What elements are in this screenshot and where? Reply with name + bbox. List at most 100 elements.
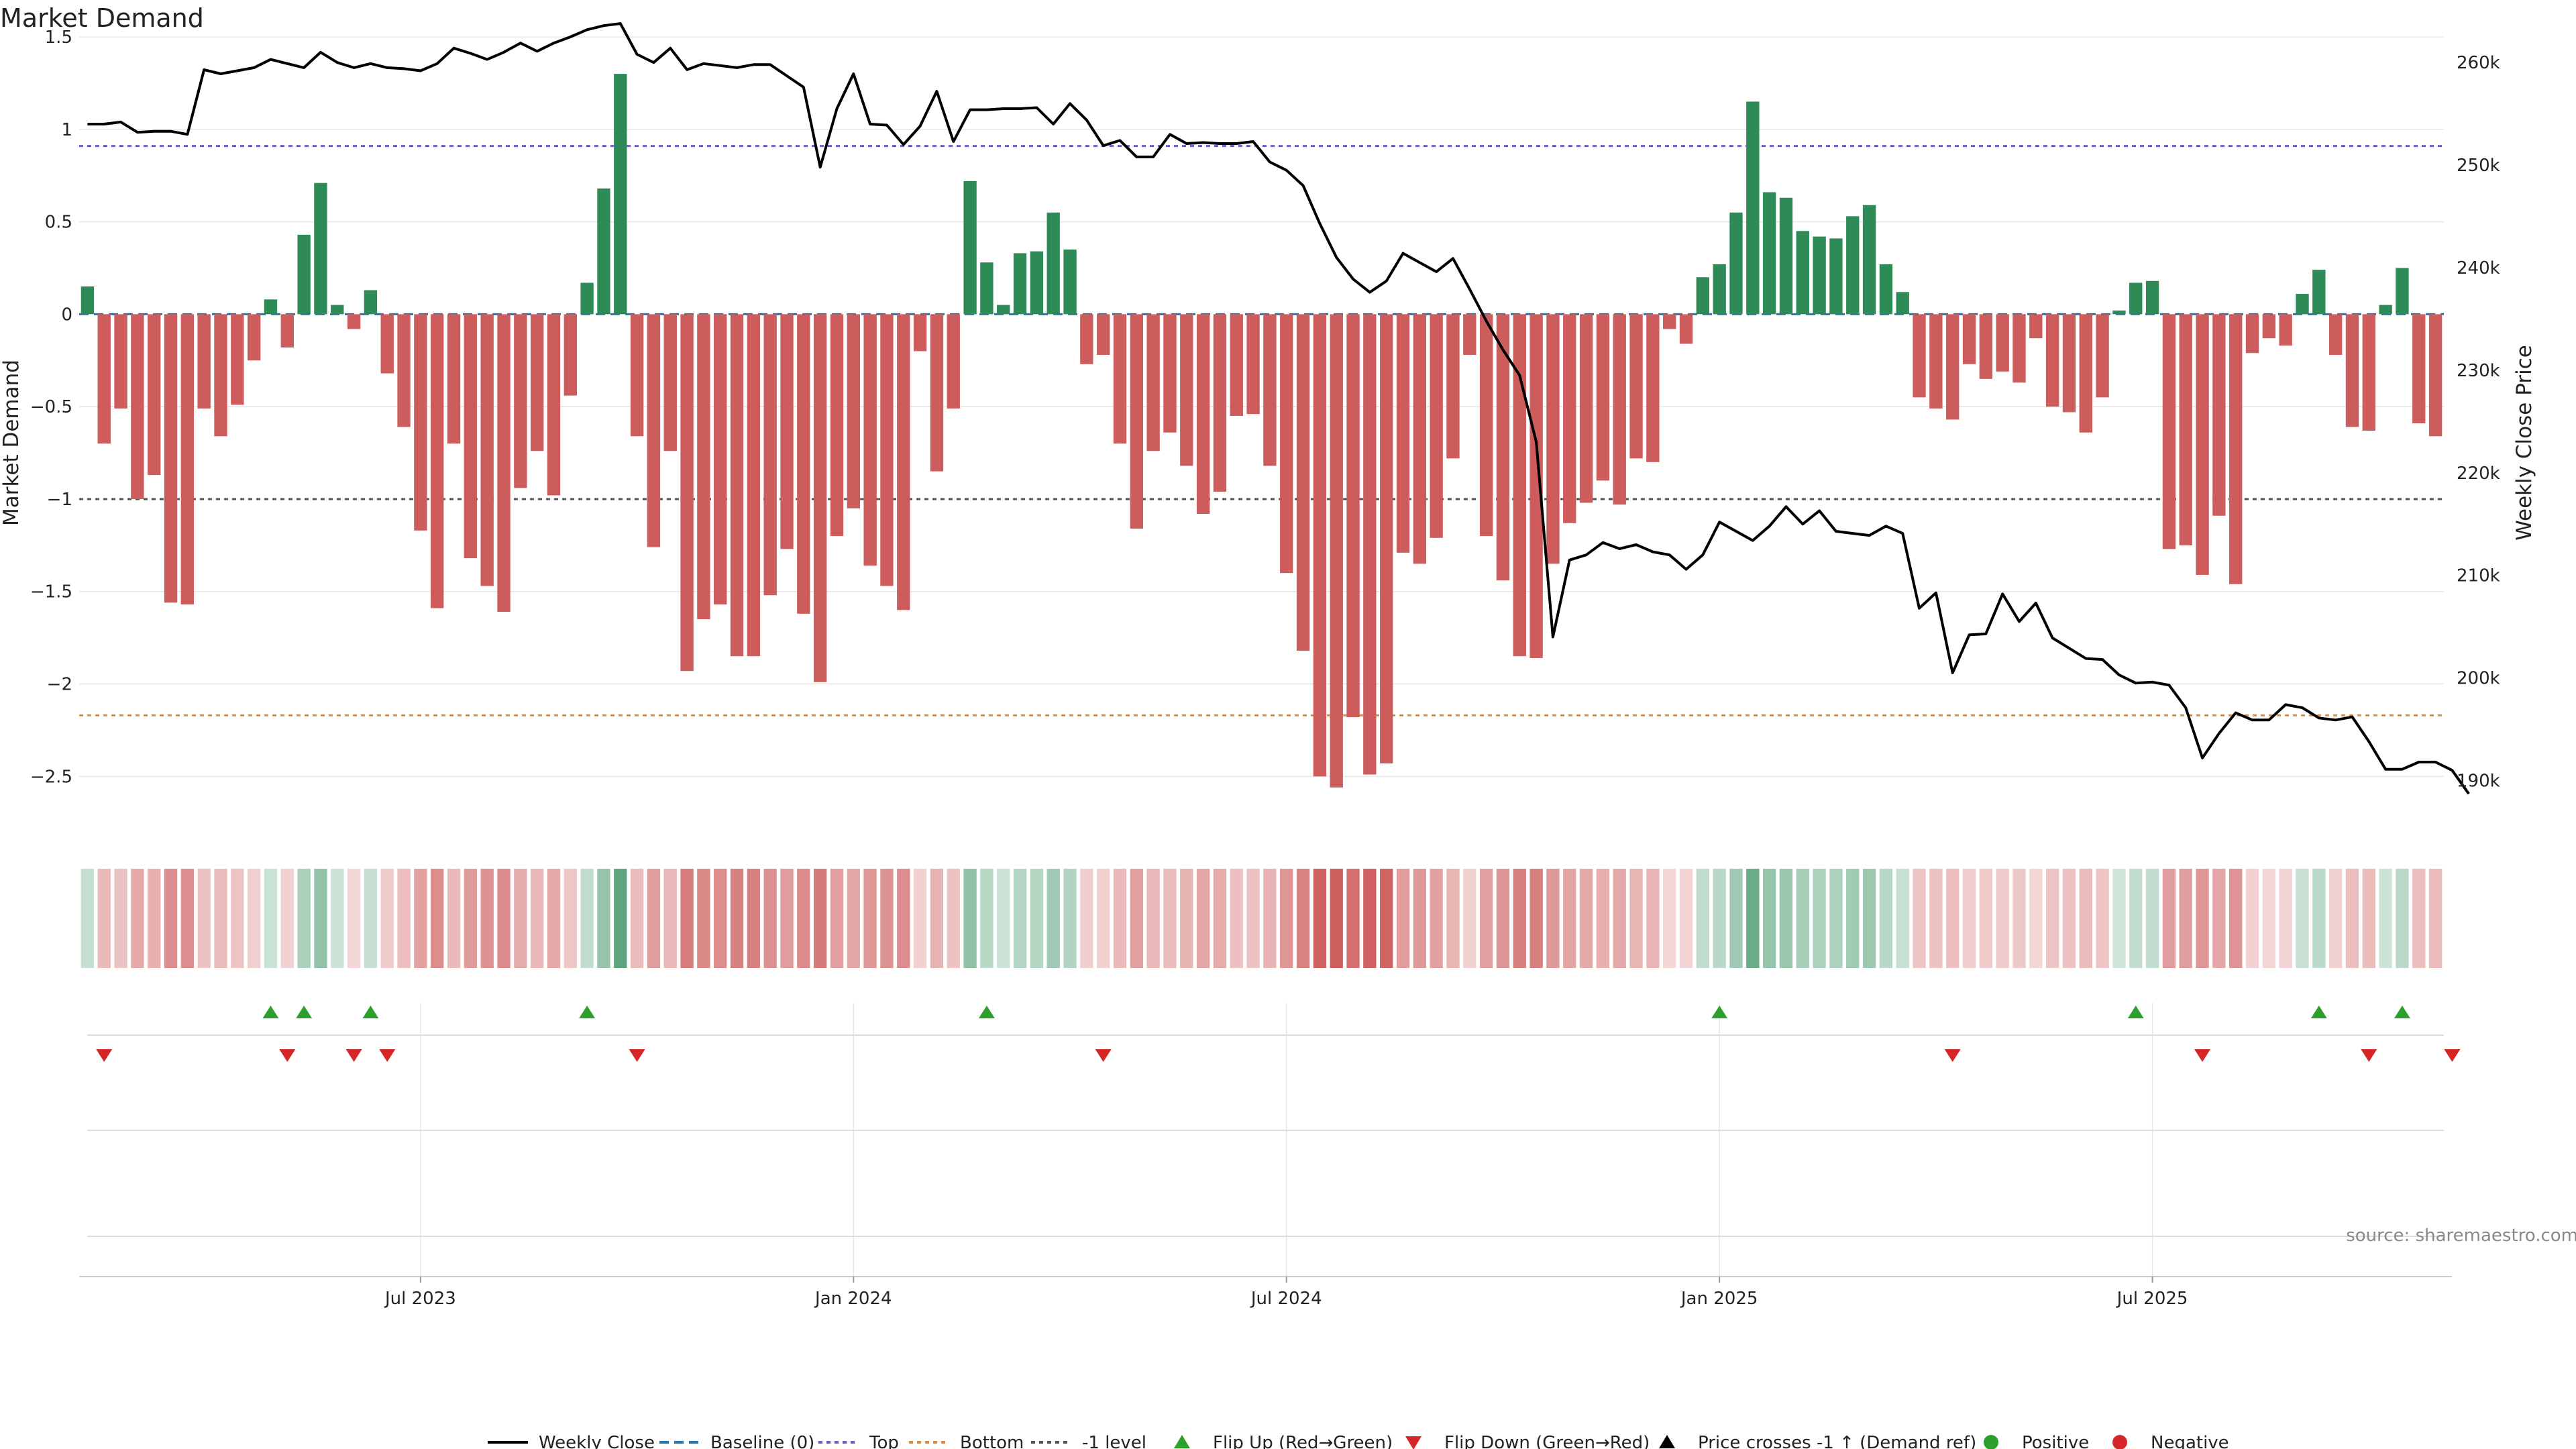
demand-bar-13 <box>297 234 311 315</box>
heat-cell-92 <box>1613 869 1626 968</box>
demand-bar-72 <box>1280 314 1293 574</box>
heat-cell-2 <box>114 869 127 968</box>
heat-cell-110 <box>1913 869 1926 968</box>
y2-tick-label-6: 200k <box>2457 669 2500 689</box>
heat-cell-35 <box>663 869 677 968</box>
demand-bar-33 <box>630 314 644 437</box>
heat-cell-5 <box>164 869 178 968</box>
demand-bar-39 <box>730 314 744 657</box>
y-tick-label-5: −1 <box>47 490 72 510</box>
demand-bar-96 <box>1679 314 1693 344</box>
price-line-group <box>87 22 2470 795</box>
legend-symbol-negative <box>2112 1435 2127 1449</box>
heat-cell-44 <box>813 869 827 968</box>
heat-cell-79 <box>1396 869 1410 968</box>
flip-down-marker-1 <box>279 1049 296 1062</box>
demand-bar-35 <box>663 314 677 451</box>
demand-bar-51 <box>930 314 944 472</box>
heat-cell-120 <box>2079 869 2092 968</box>
heat-cell-14 <box>314 869 327 968</box>
demand-bar-36 <box>680 314 694 672</box>
heat-cell-42 <box>780 869 794 968</box>
demand-bar-111 <box>1929 314 1943 409</box>
heat-cell-99 <box>1729 869 1743 968</box>
demand-bar-80 <box>1413 314 1427 564</box>
heat-cell-85 <box>1496 869 1510 968</box>
demand-bar-2 <box>114 314 127 409</box>
heat-cell-55 <box>997 869 1010 968</box>
y-tick-label-8: −2.5 <box>30 767 72 787</box>
demand-bar-134 <box>2312 270 2326 315</box>
legend: Weekly Close Baseline (0) Top Bottom -1 leve… <box>488 1433 2229 1449</box>
demand-bar-119 <box>2062 314 2076 413</box>
heat-cell-41 <box>763 869 777 968</box>
demand-bar-9 <box>231 314 244 405</box>
demand-bar-76 <box>1346 314 1360 718</box>
heat-cell-107 <box>1862 869 1876 968</box>
demand-bar-62 <box>1113 314 1127 444</box>
demand-bar-105 <box>1829 238 1843 315</box>
demand-bar-69 <box>1230 314 1243 416</box>
heat-cell-53 <box>963 869 977 968</box>
demand-bar-61 <box>1096 314 1110 355</box>
demand-bar-42 <box>780 314 794 549</box>
demand-bar-135 <box>2328 314 2343 355</box>
demand-bar-20 <box>414 314 427 531</box>
demand-bar-126 <box>2179 314 2192 545</box>
heat-cell-67 <box>1196 869 1210 968</box>
demand-bar-47 <box>863 314 877 566</box>
demand-bar-104 <box>1813 236 1826 315</box>
heat-cell-70 <box>1246 869 1260 968</box>
legend-symbol-positive <box>1984 1435 1998 1449</box>
heat-cell-47 <box>863 869 877 968</box>
legend-label-4: -1 level <box>1082 1433 1146 1449</box>
heat-cell-138 <box>2379 869 2392 968</box>
flip-down-marker-0 <box>96 1049 113 1062</box>
heat-cell-108 <box>1879 869 1893 968</box>
heat-cell-62 <box>1113 869 1127 968</box>
y-tick-label-7: −2 <box>47 675 72 695</box>
demand-bar-24 <box>480 314 494 586</box>
demand-bar-43 <box>797 314 810 614</box>
demand-bar-113 <box>1962 314 1976 364</box>
demand-bar-68 <box>1213 314 1227 492</box>
demand-bar-110 <box>1913 314 1926 398</box>
demand-bar-125 <box>2162 314 2176 549</box>
y2-tick-label-3: 230k <box>2457 361 2500 381</box>
demand-bar-137 <box>2362 314 2375 431</box>
heat-cell-43 <box>797 869 810 968</box>
y-tick-label-2: 0.5 <box>45 213 72 233</box>
heat-cell-88 <box>1546 869 1560 968</box>
heat-cell-48 <box>880 869 894 968</box>
demand-bar-15 <box>331 305 344 315</box>
heat-cell-3 <box>131 869 144 968</box>
heat-cell-103 <box>1796 869 1809 968</box>
heat-cell-61 <box>1096 869 1110 968</box>
source-note: source: sharemaestro.com <box>2346 1226 2576 1246</box>
demand-bar-58 <box>1046 212 1060 315</box>
demand-heat-strip <box>80 869 2443 968</box>
demand-bar-128 <box>2212 314 2226 516</box>
demand-bar-18 <box>380 314 394 374</box>
demand-bar-60 <box>1080 314 1093 364</box>
demand-bar-121 <box>2096 314 2109 398</box>
heat-cell-71 <box>1263 869 1277 968</box>
demand-bar-57 <box>1030 251 1044 315</box>
demand-bar-83 <box>1463 314 1477 355</box>
heat-cell-97 <box>1696 869 1710 968</box>
demand-bar-19 <box>397 314 411 427</box>
demand-bar-95 <box>1663 314 1676 329</box>
flip-up-marker-4 <box>978 1006 995 1018</box>
heat-cell-18 <box>380 869 394 968</box>
demand-bar-75 <box>1330 314 1343 788</box>
demand-bar-5 <box>164 314 178 603</box>
flip-down-marker-8 <box>2361 1049 2377 1062</box>
demand-bar-12 <box>280 314 294 347</box>
y-tick-label-1: 1 <box>61 120 72 140</box>
demand-bar-132 <box>2279 314 2292 346</box>
demand-bar-71 <box>1263 314 1277 466</box>
heat-cell-131 <box>2262 869 2276 968</box>
flip-up-marker-5 <box>1711 1006 1728 1018</box>
flip-down-marker-4 <box>629 1049 645 1062</box>
demand-bar-139 <box>2396 268 2409 315</box>
